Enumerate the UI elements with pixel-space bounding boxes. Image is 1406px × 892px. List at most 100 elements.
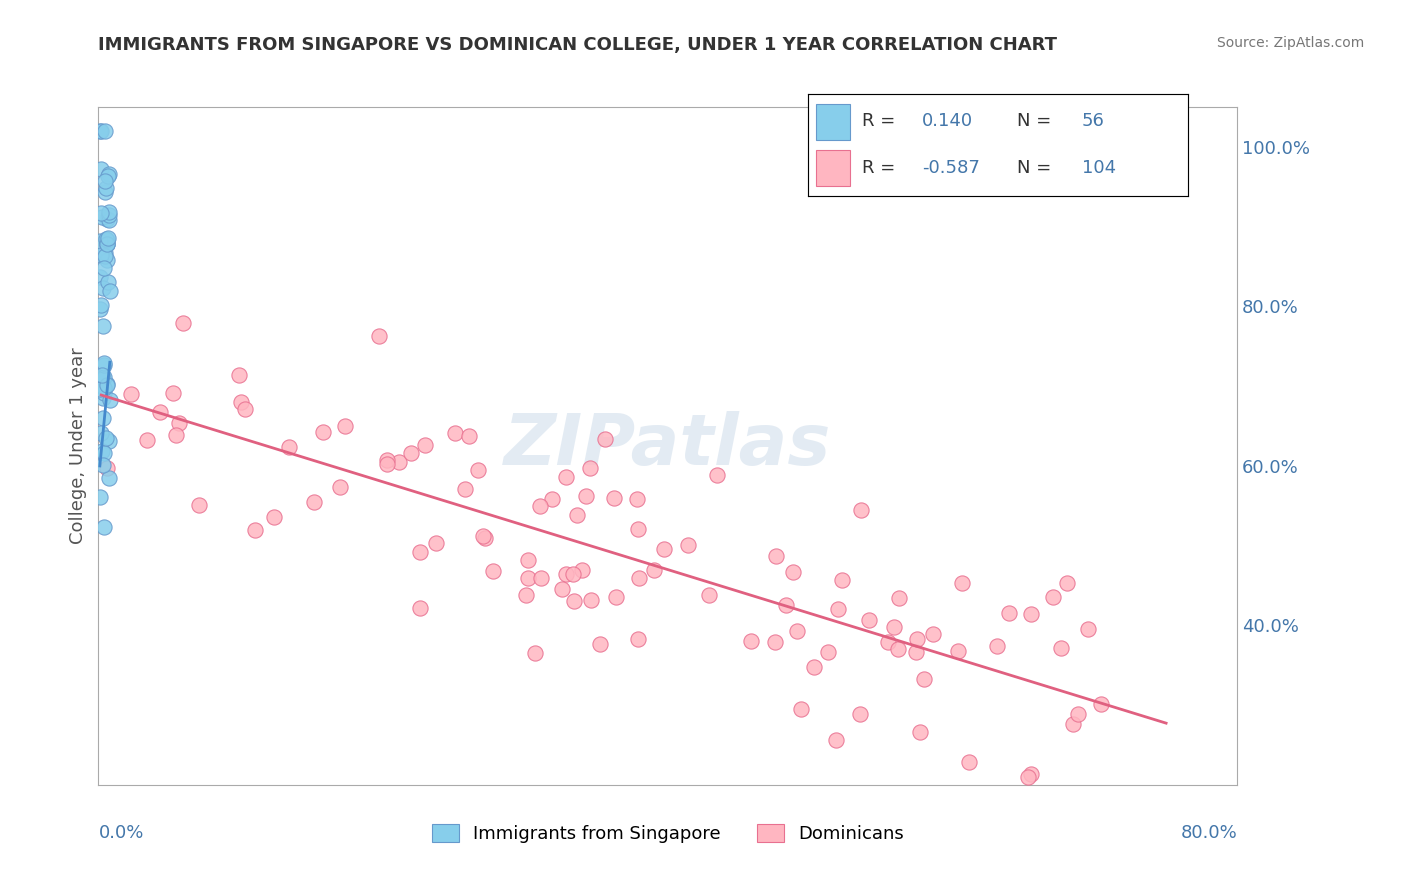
- Point: [1056, 576, 1078, 591]
- Point: [817, 645, 839, 659]
- Point: [93, 446, 115, 460]
- Point: [162, 386, 184, 401]
- Point: [589, 637, 612, 651]
- Point: [89, 301, 111, 316]
- Point: [93, 356, 115, 370]
- Point: [93, 520, 115, 534]
- Point: [883, 620, 905, 634]
- Point: [1021, 766, 1043, 780]
- Point: [98, 434, 121, 448]
- Point: [93, 381, 115, 395]
- Point: [413, 438, 436, 452]
- Point: [529, 500, 551, 514]
- Point: [98, 204, 121, 219]
- Point: [986, 640, 1008, 654]
- Point: [554, 567, 576, 582]
- Point: [93, 358, 115, 372]
- Point: [849, 503, 872, 517]
- Point: [789, 701, 811, 715]
- Text: N =: N =: [1018, 159, 1052, 177]
- Point: [627, 522, 650, 536]
- Point: [530, 571, 553, 585]
- Point: [96, 377, 118, 392]
- Point: [91, 458, 114, 473]
- Point: [444, 426, 467, 441]
- Point: [1017, 770, 1039, 784]
- Point: [782, 566, 804, 580]
- Point: [889, 591, 911, 606]
- Point: [96, 233, 118, 247]
- Text: -0.587: -0.587: [922, 159, 980, 177]
- Point: [91, 210, 114, 224]
- Point: [565, 508, 588, 523]
- Point: [775, 598, 797, 612]
- Point: [555, 470, 578, 484]
- Point: [627, 632, 650, 647]
- Point: [96, 431, 118, 445]
- Point: [1062, 716, 1084, 731]
- Point: [605, 590, 627, 604]
- Point: [471, 528, 494, 542]
- Point: [827, 601, 849, 615]
- Text: 56: 56: [1081, 112, 1105, 130]
- Point: [388, 455, 411, 469]
- Point: [263, 509, 285, 524]
- Point: [482, 564, 505, 578]
- Point: [91, 280, 114, 294]
- Point: [375, 457, 398, 471]
- Point: [228, 368, 250, 382]
- Point: [91, 411, 114, 425]
- Point: [1067, 706, 1090, 721]
- Point: [997, 607, 1019, 621]
- Point: [524, 646, 547, 660]
- Point: [97, 169, 120, 183]
- Point: [516, 553, 538, 567]
- Point: [98, 392, 121, 407]
- Text: 0.0%: 0.0%: [98, 824, 143, 842]
- Point: [89, 490, 111, 504]
- Point: [278, 440, 301, 454]
- Point: [245, 523, 267, 537]
- Point: [1019, 607, 1042, 621]
- Point: [329, 480, 352, 494]
- Point: [94, 124, 117, 138]
- Point: [740, 633, 762, 648]
- Point: [149, 405, 172, 419]
- Point: [90, 161, 112, 176]
- Point: [98, 285, 121, 299]
- Point: [172, 316, 194, 330]
- Point: [948, 644, 970, 658]
- Point: [912, 672, 935, 686]
- Point: [93, 260, 115, 275]
- Text: 0.140: 0.140: [922, 112, 973, 130]
- Point: [375, 452, 398, 467]
- Point: [96, 236, 118, 251]
- Point: [697, 588, 720, 602]
- Bar: [815, 150, 851, 186]
- Point: [89, 382, 111, 396]
- Point: [90, 248, 112, 262]
- Point: [467, 463, 489, 477]
- Point: [90, 298, 112, 312]
- Point: [564, 594, 586, 608]
- Text: Source: ZipAtlas.com: Source: ZipAtlas.com: [1216, 36, 1364, 50]
- Point: [302, 495, 325, 509]
- Point: [575, 489, 598, 503]
- Point: [93, 369, 115, 384]
- Point: [90, 124, 112, 138]
- Point: [571, 563, 593, 577]
- Point: [98, 208, 121, 222]
- Point: [90, 425, 112, 440]
- Y-axis label: College, Under 1 year: College, Under 1 year: [69, 348, 87, 544]
- Text: R =: R =: [862, 112, 894, 130]
- Point: [877, 635, 900, 649]
- Point: [409, 600, 432, 615]
- Point: [593, 432, 616, 446]
- Point: [89, 234, 111, 248]
- Text: N =: N =: [1018, 112, 1052, 130]
- Point: [628, 571, 651, 585]
- Point: [706, 468, 728, 483]
- Point: [1077, 623, 1099, 637]
- Point: [229, 395, 252, 409]
- Point: [312, 425, 335, 440]
